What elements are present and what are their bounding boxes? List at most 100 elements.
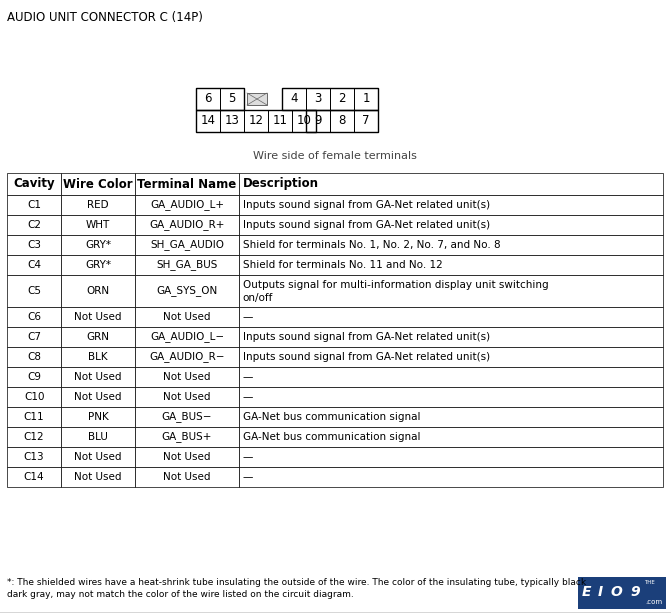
Text: GRY*: GRY* xyxy=(85,260,111,270)
Text: 14: 14 xyxy=(201,115,215,128)
Bar xyxy=(136,195,239,215)
Bar xyxy=(61,195,136,215)
Text: .com: .com xyxy=(646,599,662,605)
Bar xyxy=(239,387,663,407)
Bar xyxy=(268,110,292,132)
Bar xyxy=(136,275,239,307)
Bar xyxy=(136,215,239,235)
Bar xyxy=(136,173,239,195)
Bar xyxy=(7,387,61,407)
Bar xyxy=(61,307,136,327)
Bar xyxy=(196,88,220,110)
Bar xyxy=(239,367,663,387)
Text: 9: 9 xyxy=(314,115,322,128)
Bar xyxy=(330,110,354,132)
Bar xyxy=(239,407,663,427)
Bar xyxy=(7,173,61,195)
Bar xyxy=(61,275,136,307)
Bar xyxy=(306,88,330,110)
Text: Inputs sound signal from GA-Net related unit(s): Inputs sound signal from GA-Net related … xyxy=(243,220,490,230)
Text: —: — xyxy=(243,392,253,402)
Bar xyxy=(282,88,306,110)
Text: 10: 10 xyxy=(297,115,311,128)
Bar xyxy=(7,275,61,307)
Text: Wire side of female terminals: Wire side of female terminals xyxy=(253,151,417,161)
Bar xyxy=(7,195,61,215)
Text: —: — xyxy=(243,372,253,382)
Bar xyxy=(7,255,61,275)
Text: 8: 8 xyxy=(338,115,346,128)
Bar xyxy=(136,327,239,347)
Text: Not Used: Not Used xyxy=(74,372,122,382)
Text: C3: C3 xyxy=(27,240,41,250)
Bar xyxy=(244,110,268,132)
Bar xyxy=(7,235,61,255)
Bar xyxy=(136,255,239,275)
Text: C2: C2 xyxy=(27,220,41,230)
Text: Outputs signal for multi-information display unit switching: Outputs signal for multi-information dis… xyxy=(243,280,548,290)
Bar xyxy=(136,447,239,467)
Text: GA_AUDIO_L+: GA_AUDIO_L+ xyxy=(150,200,224,210)
Bar xyxy=(61,447,136,467)
Bar xyxy=(239,447,663,467)
Bar xyxy=(7,215,61,235)
Text: Inputs sound signal from GA-Net related unit(s): Inputs sound signal from GA-Net related … xyxy=(243,352,490,362)
Bar xyxy=(239,327,663,347)
Text: E: E xyxy=(581,585,590,599)
Text: Not Used: Not Used xyxy=(74,452,122,462)
Bar xyxy=(196,88,244,110)
Text: 1: 1 xyxy=(362,93,370,105)
Bar xyxy=(61,467,136,487)
Text: Not Used: Not Used xyxy=(74,312,122,322)
Bar xyxy=(7,407,61,427)
Bar xyxy=(239,347,663,367)
Text: C12: C12 xyxy=(23,432,44,442)
Bar xyxy=(354,110,378,132)
Text: GRN: GRN xyxy=(87,332,110,342)
Bar xyxy=(7,307,61,327)
Bar xyxy=(7,347,61,367)
Bar xyxy=(136,347,239,367)
Bar xyxy=(292,110,316,132)
Text: Not Used: Not Used xyxy=(74,392,122,402)
Bar xyxy=(61,427,136,447)
Text: *: The shielded wires have a heat-shrink tube insulating the outside of the wire: *: The shielded wires have a heat-shrink… xyxy=(7,578,586,599)
Bar xyxy=(282,88,378,110)
Text: GA_SYS_ON: GA_SYS_ON xyxy=(156,286,217,297)
Text: GA_BUS+: GA_BUS+ xyxy=(162,432,212,443)
Bar xyxy=(239,173,663,195)
Text: on/off: on/off xyxy=(243,293,273,303)
Text: Inputs sound signal from GA-Net related unit(s): Inputs sound signal from GA-Net related … xyxy=(243,200,490,210)
Text: C5: C5 xyxy=(27,286,41,296)
Text: C1: C1 xyxy=(27,200,41,210)
Text: BLU: BLU xyxy=(89,432,108,442)
Bar xyxy=(239,215,663,235)
Text: 2: 2 xyxy=(338,93,346,105)
Text: AUDIO UNIT CONNECTOR C (14P): AUDIO UNIT CONNECTOR C (14P) xyxy=(7,11,203,24)
Text: C6: C6 xyxy=(27,312,41,322)
Bar xyxy=(61,173,136,195)
Bar xyxy=(239,275,663,307)
Bar xyxy=(136,387,239,407)
Text: C9: C9 xyxy=(27,372,41,382)
Bar xyxy=(7,367,61,387)
Bar xyxy=(306,110,330,132)
Text: Cavity: Cavity xyxy=(13,178,55,191)
Text: —: — xyxy=(243,472,253,482)
Bar xyxy=(306,110,378,132)
Bar xyxy=(239,235,663,255)
Bar xyxy=(61,387,136,407)
Text: O: O xyxy=(610,585,622,599)
Bar xyxy=(136,427,239,447)
Text: C10: C10 xyxy=(24,392,44,402)
Text: WHT: WHT xyxy=(86,220,110,230)
Text: Shield for terminals No. 1, No. 2, No. 7, and No. 8: Shield for terminals No. 1, No. 2, No. 7… xyxy=(243,240,501,250)
Text: 9: 9 xyxy=(630,585,640,599)
Text: Wire Color: Wire Color xyxy=(64,178,133,191)
Bar xyxy=(61,407,136,427)
Bar xyxy=(220,110,244,132)
Text: 12: 12 xyxy=(248,115,264,128)
Text: I: I xyxy=(597,585,603,599)
Bar xyxy=(239,467,663,487)
Text: C14: C14 xyxy=(23,472,44,482)
